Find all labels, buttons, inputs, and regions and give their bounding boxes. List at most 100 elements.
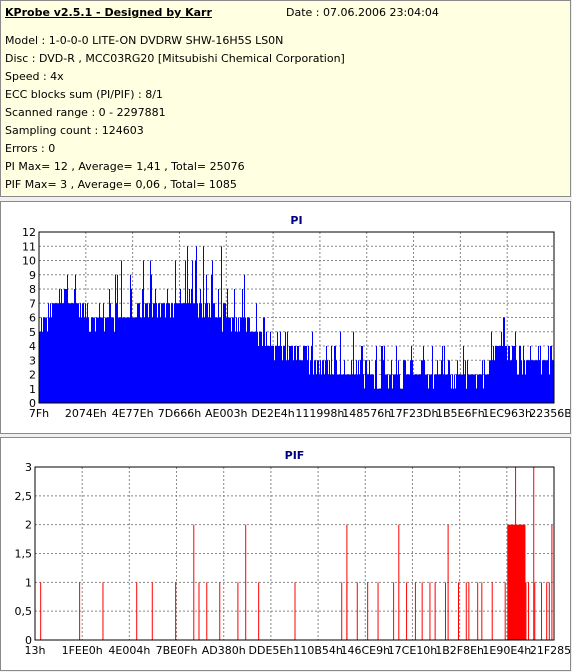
pi-bar <box>472 374 473 403</box>
pi-bar <box>366 360 367 403</box>
pi-bar <box>273 346 274 403</box>
pi-bar <box>374 388 375 403</box>
pif-x-tick-label: AD380h <box>202 644 246 657</box>
pi-bar <box>152 317 153 403</box>
pi-bar <box>296 360 297 403</box>
pi-bar <box>500 346 501 403</box>
pi-bar <box>108 317 109 403</box>
pi-bar <box>424 360 425 403</box>
pi-bar <box>163 303 164 403</box>
pi-bar <box>210 317 211 403</box>
pi-bar <box>459 374 460 403</box>
pi-bar <box>266 331 267 403</box>
pif-bar <box>445 582 447 640</box>
pi-bar <box>212 260 213 403</box>
pi-y-tick-label: 10 <box>22 255 36 268</box>
pi-bar <box>449 360 450 403</box>
pi-bar <box>181 303 182 403</box>
pi-bar <box>211 274 212 403</box>
pi-bar <box>407 374 408 403</box>
pi-bar <box>516 360 517 403</box>
pi-bar <box>351 360 352 403</box>
pi-bar <box>470 374 471 403</box>
pi-bar <box>83 303 84 403</box>
pi-bar <box>183 303 184 403</box>
pi-bar <box>378 388 379 403</box>
pi-bar <box>293 360 294 403</box>
pi-bar <box>284 346 285 403</box>
pi-bar <box>241 317 242 403</box>
pi-bar <box>99 303 100 403</box>
pi-bar <box>256 303 257 403</box>
pi-bar <box>96 317 97 403</box>
pi-bar <box>478 374 479 403</box>
pi-bar <box>288 360 289 403</box>
pif-plot-border <box>34 466 555 641</box>
pi-bar <box>488 374 489 403</box>
pi-bar <box>218 289 219 403</box>
pi-bar <box>330 374 331 403</box>
pi-bar <box>409 374 410 403</box>
pi-bar <box>84 317 85 403</box>
info-speed: Speed : 4x <box>5 70 64 83</box>
pi-bar <box>395 374 396 403</box>
pi-bar <box>103 303 104 403</box>
pi-bar <box>63 303 64 403</box>
pi-bar <box>277 331 278 403</box>
pi-bar <box>275 346 276 403</box>
pi-bar <box>329 360 330 403</box>
pi-bar <box>435 374 436 403</box>
pi-bar <box>390 374 391 403</box>
pi-bar <box>455 388 456 403</box>
pi-bar <box>204 317 205 403</box>
pi-bar <box>416 374 417 403</box>
pi-bar <box>428 388 429 403</box>
pi-x-tick-label: 7Fh <box>29 407 49 420</box>
pi-bar <box>165 317 166 403</box>
pi-x-tick-label: 17F23Dh <box>389 407 439 420</box>
pi-bar <box>308 346 309 403</box>
pi-bar <box>483 388 484 403</box>
pi-bar <box>345 374 346 403</box>
info-panel: KProbe v2.5.1 - Designed by Karr Date : … <box>0 0 571 197</box>
pi-bar <box>140 317 141 403</box>
pi-bar <box>457 360 458 403</box>
pif-y-tick-label: 3 <box>25 461 32 474</box>
pi-bar <box>313 374 314 403</box>
pi-bar <box>485 374 486 403</box>
pi-bar <box>118 317 119 403</box>
pi-bar <box>368 374 369 403</box>
pif-bar <box>346 524 348 640</box>
pi-bar <box>549 374 550 403</box>
pif-y-tick-label: 0 <box>25 634 32 647</box>
pi-bar <box>402 388 403 403</box>
pi-bar <box>69 303 70 403</box>
pi-bar <box>394 374 395 403</box>
pi-bar <box>264 317 265 403</box>
pi-bar <box>303 346 304 403</box>
pi-bar <box>66 289 67 403</box>
pi-bar <box>475 374 476 403</box>
pi-bar <box>511 360 512 403</box>
pi-bar <box>301 360 302 403</box>
pif-bar <box>468 582 470 640</box>
pi-bar <box>225 303 226 403</box>
pi-bar <box>323 360 324 403</box>
pi-bar <box>408 374 409 403</box>
pi-bar <box>518 374 519 403</box>
pi-bar <box>393 374 394 403</box>
pi-bar <box>233 317 234 403</box>
pi-bar <box>522 374 523 403</box>
pi-bar <box>541 374 542 403</box>
pi-bar <box>139 303 140 403</box>
pi-bar <box>219 317 220 403</box>
pi-bar <box>513 346 514 403</box>
pi-bar <box>44 317 45 403</box>
pi-bar <box>170 317 171 403</box>
pi-bar <box>65 289 66 403</box>
pi-bar <box>100 317 101 403</box>
pi-bar <box>425 374 426 403</box>
pi-bar <box>400 388 401 403</box>
pi-bar <box>132 317 133 403</box>
pi-bar <box>186 303 187 403</box>
